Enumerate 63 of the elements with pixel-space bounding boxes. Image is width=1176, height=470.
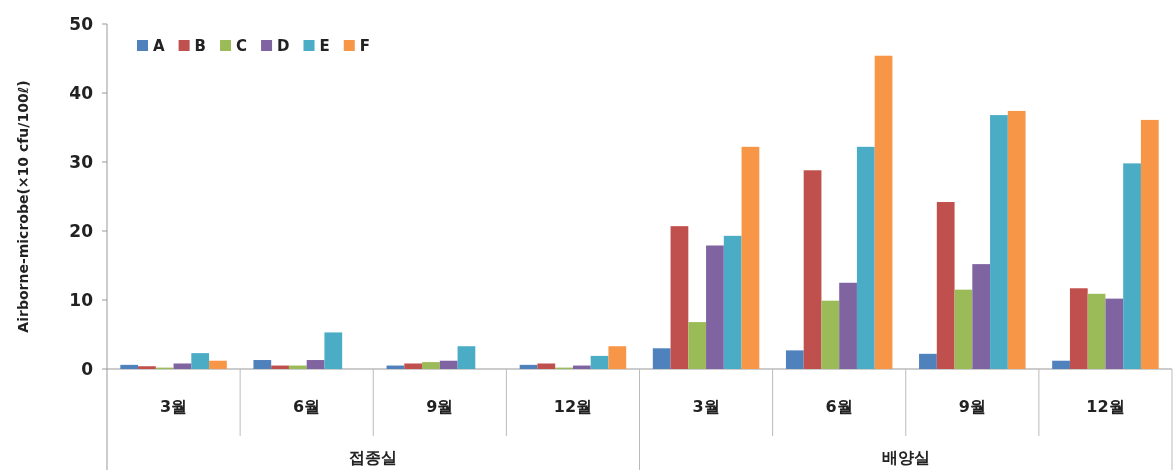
bar xyxy=(723,235,742,369)
x-tick-label: 12월 xyxy=(1086,397,1125,416)
bar xyxy=(670,226,689,369)
bar xyxy=(306,360,325,369)
text: 접종실 xyxy=(349,448,398,467)
bar xyxy=(821,300,840,369)
x-tick-label: 6월 xyxy=(825,397,853,416)
x-tick-label: 3월 xyxy=(159,397,188,416)
bar xyxy=(1105,298,1124,369)
legend-label: C xyxy=(236,37,248,55)
bar xyxy=(1069,288,1088,369)
y-tick-label: 40 xyxy=(69,83,94,103)
bar xyxy=(652,348,671,369)
y-axis-title: Airborne-microbe(×10 cfu/100ℓ) xyxy=(15,80,31,333)
bar xyxy=(1140,119,1159,369)
y-tick-label: 30 xyxy=(69,152,94,172)
y-tick-label: 0 xyxy=(81,359,94,379)
bar xyxy=(1007,110,1026,369)
bar xyxy=(785,350,804,369)
legend-label: D xyxy=(277,37,290,55)
bar xyxy=(706,245,724,369)
bar xyxy=(919,353,937,369)
bar xyxy=(209,360,227,369)
bar xyxy=(1087,293,1106,369)
bar xyxy=(422,362,440,369)
bar xyxy=(191,353,210,369)
bar xyxy=(1123,163,1141,369)
y-tick-label: 20 xyxy=(69,221,94,241)
bar xyxy=(990,115,1008,369)
bar xyxy=(590,355,609,369)
bar xyxy=(519,364,538,369)
bar xyxy=(874,55,893,369)
legend-label: E xyxy=(319,37,330,55)
legend-label: B xyxy=(194,37,207,55)
bar xyxy=(972,264,991,369)
text: 배양실 xyxy=(881,448,930,467)
bar xyxy=(803,170,822,369)
bar xyxy=(404,363,423,369)
bar xyxy=(253,360,272,369)
x-tick-label: 3월 xyxy=(692,397,720,416)
bar xyxy=(1052,360,1070,369)
bar xyxy=(537,363,556,369)
bar xyxy=(954,289,973,369)
bar xyxy=(138,366,156,369)
x-tick-label: 9월 xyxy=(958,397,986,416)
bar xyxy=(439,360,458,369)
bar xyxy=(688,322,707,369)
y-tick-label: 50 xyxy=(69,14,94,34)
bar xyxy=(173,363,192,369)
x-tick-label: 6월 xyxy=(293,397,321,416)
bar xyxy=(120,364,139,369)
bar xyxy=(457,346,476,369)
bar xyxy=(608,346,627,369)
legend-label: F xyxy=(359,37,371,55)
bar xyxy=(741,146,760,369)
bar xyxy=(839,282,857,369)
y-tick-label: 10 xyxy=(69,290,94,310)
bar xyxy=(324,332,343,369)
bar xyxy=(856,146,875,369)
bar xyxy=(936,202,955,369)
legend-label: A xyxy=(153,37,165,55)
x-tick-label: 12월 xyxy=(553,397,593,416)
x-tick-label: 9월 xyxy=(426,397,454,416)
